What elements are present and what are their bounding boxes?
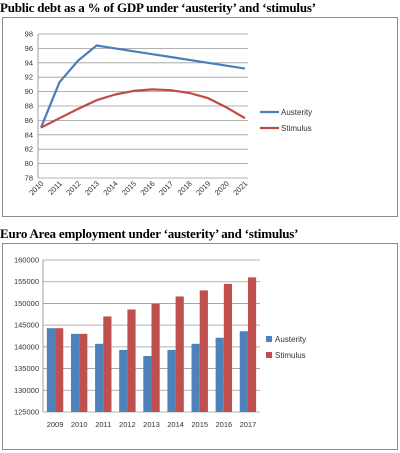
y-tick-label: 98 <box>25 30 33 39</box>
bar-austerity <box>70 333 80 412</box>
x-tick-label: 2010 <box>71 420 88 429</box>
x-tick-label: 2017 <box>240 420 257 429</box>
y-tick-label: 94 <box>25 58 33 67</box>
y-tick-label: 130000 <box>14 386 39 395</box>
x-tick-label: 2015 <box>191 420 208 429</box>
x-tick-label: 2014 <box>167 420 184 429</box>
y-tick-label: 82 <box>25 145 33 154</box>
legend-label: Stimulus <box>275 351 306 360</box>
bar-austerity <box>95 343 104 412</box>
x-tick-label: 2011 <box>95 420 111 429</box>
bar-stimulus <box>127 309 136 412</box>
bar-austerity <box>239 331 248 412</box>
x-tick-label: 2015 <box>120 179 138 197</box>
bar-austerity <box>167 349 176 412</box>
y-tick-label: 86 <box>25 116 33 125</box>
bar-austerity <box>143 355 152 412</box>
bar-austerity <box>46 328 56 412</box>
bar-stimulus <box>151 303 160 412</box>
employment-bar-chart: 125000 130000 135000 140000 145000 150000 1550… <box>14 256 306 430</box>
x-tick-label: 2013 <box>83 179 101 197</box>
legend-label: Stimulus <box>281 124 312 133</box>
x-tick-label: 2016 <box>215 420 232 429</box>
bar-stimulus <box>55 328 64 412</box>
bar-stimulus <box>223 283 233 412</box>
y-tick-label: 135000 <box>14 364 39 373</box>
bar-stimulus <box>199 290 208 412</box>
bar-stimulus <box>103 316 112 412</box>
x-tick-label: 2009 <box>47 420 64 429</box>
y-tick-label: 145000 <box>14 321 39 330</box>
x-tick-label: 2011 <box>46 179 64 197</box>
y-tick-label: 160000 <box>14 256 39 265</box>
x-tick-label: 2019 <box>194 179 212 197</box>
debt-chart-frame: 78 80 82 84 86 88 90 92 94 96 98 2010 2011 2012 2013 20… <box>2 17 398 217</box>
y-tick-label: 155000 <box>14 277 39 286</box>
x-tick-label: 2017 <box>157 179 175 197</box>
y-tick-label: 92 <box>25 73 33 82</box>
x-tick-label: 2013 <box>143 420 160 429</box>
y-tick-label: 88 <box>25 102 33 111</box>
bar-stimulus <box>247 277 257 412</box>
x-tick-label: 2012 <box>64 179 82 197</box>
legend-swatch <box>266 336 272 342</box>
bar-austerity <box>215 337 224 412</box>
y-tick-label: 140000 <box>14 342 39 351</box>
bar-austerity <box>119 349 128 412</box>
bar-austerity <box>191 343 200 412</box>
y-tick-label: 150000 <box>14 299 39 308</box>
y-tick-label: 80 <box>25 159 33 168</box>
x-tick-label: 2020 <box>213 179 231 197</box>
bar-stimulus <box>175 296 184 412</box>
y-tick-label: 96 <box>25 44 33 53</box>
series-line-stimulus <box>40 88 246 129</box>
x-tick-label: 2014 <box>101 179 119 197</box>
x-tick-label: 2016 <box>139 179 157 197</box>
x-tick-label: 2012 <box>119 420 136 429</box>
employment-chart-frame: 125000 130000 135000 140000 145000 150000 1550… <box>2 243 398 450</box>
y-tick-label: 78 <box>25 174 33 183</box>
legend-swatch <box>266 352 272 358</box>
legend-label: Austerity <box>281 108 312 117</box>
series-line-austerity <box>39 44 246 129</box>
legend-label: Austerity <box>275 335 306 344</box>
y-tick-label: 90 <box>25 87 33 96</box>
y-tick-label: 125000 <box>14 408 39 417</box>
x-tick-label: 2021 <box>231 179 249 197</box>
x-tick-label: 2018 <box>176 179 194 197</box>
y-tick-label: 84 <box>25 130 33 139</box>
bar-stimulus <box>79 333 88 412</box>
chart2-title: Euro Area employment under ‘austerity’ a… <box>0 226 299 241</box>
chart1-title: Public debt as a % of GDP under ‘austeri… <box>0 0 316 15</box>
